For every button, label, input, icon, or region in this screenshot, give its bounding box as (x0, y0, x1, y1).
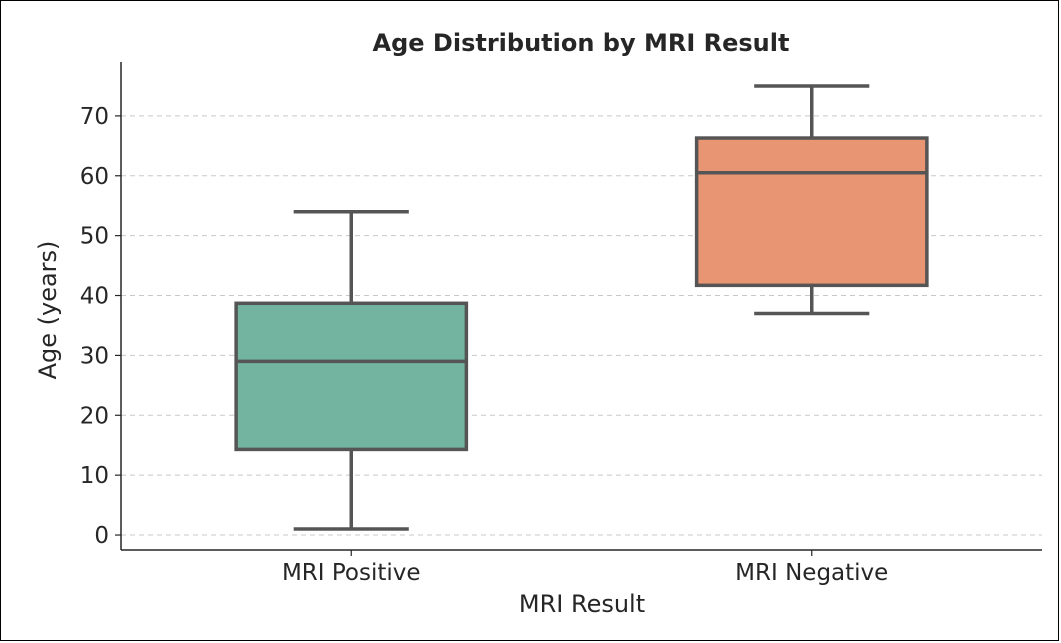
x-tick-label: MRI Negative (735, 560, 888, 586)
y-axis-label: Age (years) (34, 241, 62, 380)
y-tick-label: 30 (80, 343, 109, 369)
boxes (234, 84, 929, 531)
y-tick-label: 70 (80, 104, 109, 130)
iqr-box (234, 301, 469, 452)
axes: 0 10 20 30 40 50 60 70 MRI Positive MRI Negative (80, 62, 1042, 586)
x-axis-label: MRI Result (519, 590, 645, 618)
y-tick-label: 50 (80, 224, 109, 250)
y-tick-label: 0 (94, 523, 109, 549)
iqr-box (694, 136, 929, 288)
x-tick-label: MRI Positive (282, 560, 421, 586)
box-1 (694, 84, 929, 316)
chart-title: Age Distribution by MRI Result (373, 29, 790, 57)
box-0 (234, 209, 469, 531)
y-tick-label: 10 (80, 463, 109, 489)
y-tick-label: 60 (80, 164, 109, 190)
y-tick-label: 20 (80, 403, 109, 429)
y-tick-label: 40 (80, 284, 109, 310)
